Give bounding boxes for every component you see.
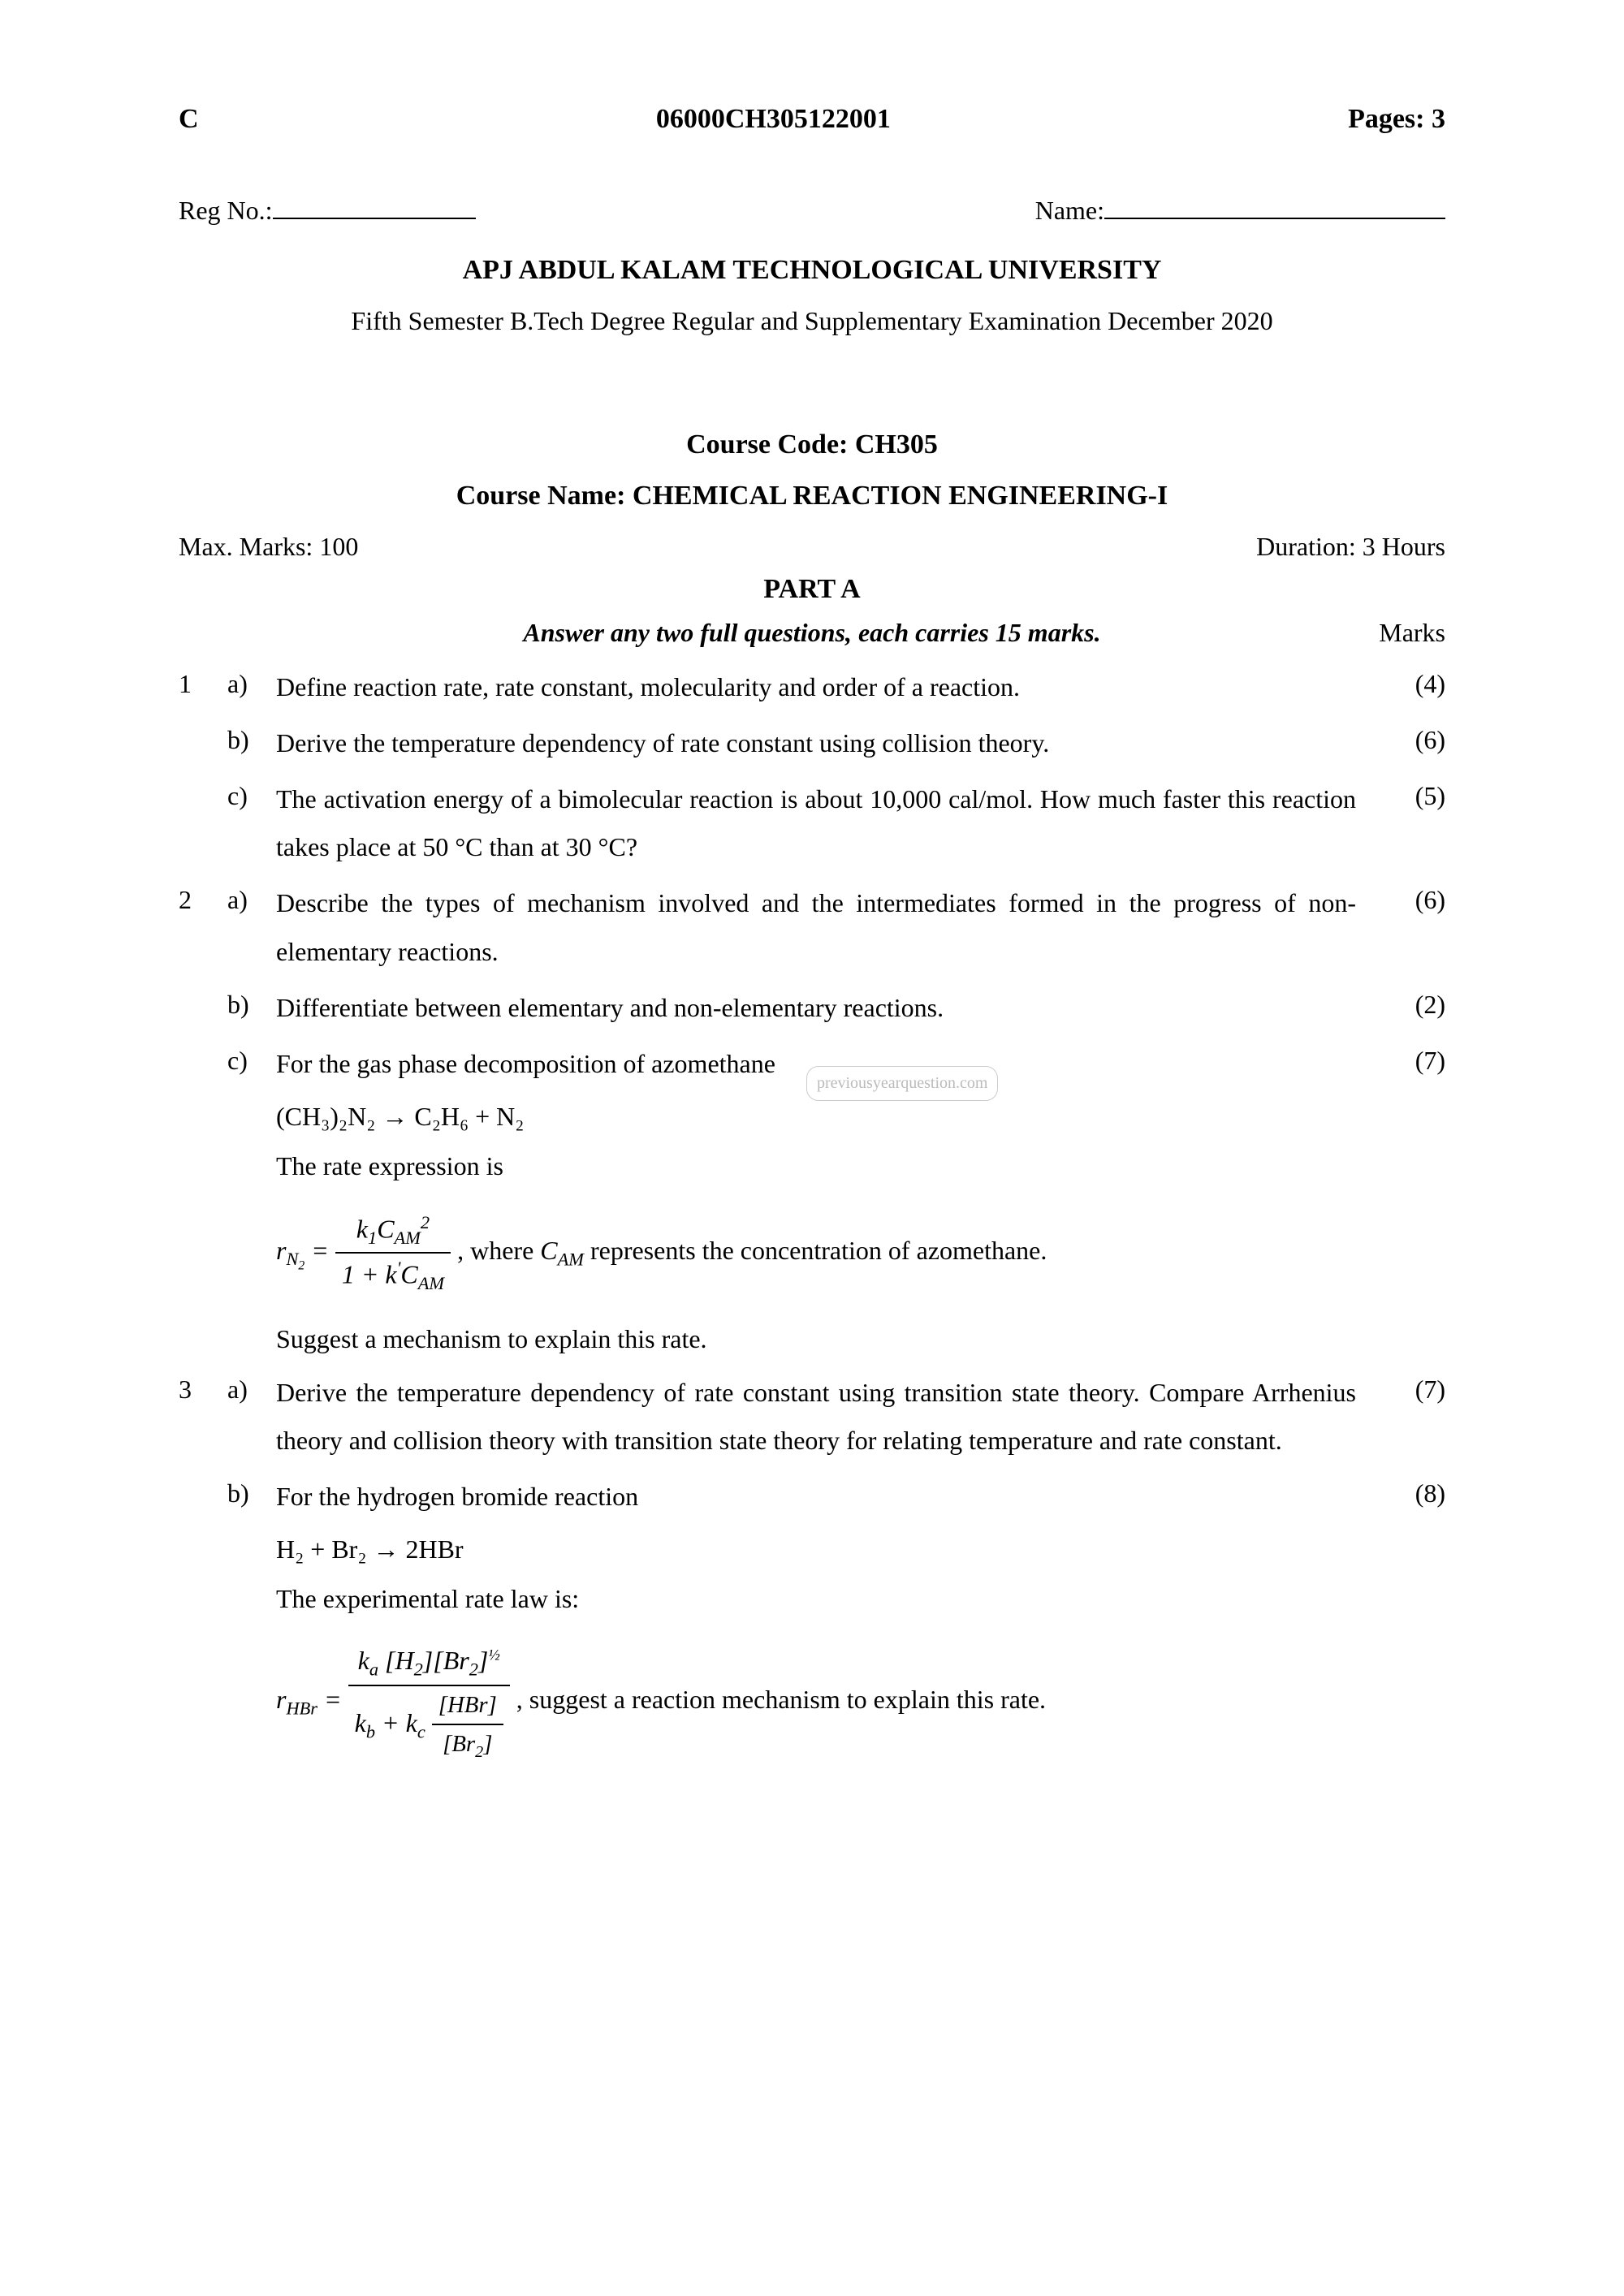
reg-name-row: Reg No.: Name:: [179, 190, 1445, 231]
question-row: 3 a) Derive the temperature dependency o…: [179, 1369, 1445, 1465]
q2c-numerator: k1CAM2: [335, 1208, 451, 1254]
header-pages: Pages: 3: [1348, 97, 1445, 141]
question-marks: (6): [1380, 879, 1445, 921]
marks-duration-row: Max. Marks: 100 Duration: 3 Hours: [179, 526, 1445, 568]
part-a-instruction: Answer any two full questions, each carr…: [260, 612, 1364, 654]
question-sub: b): [227, 719, 276, 761]
reg-no-label: Reg No.:: [179, 196, 273, 225]
question-text: Derive the temperature dependency of rat…: [276, 1369, 1380, 1465]
q2c-rate-text: The rate expression is: [276, 1146, 1445, 1187]
q3b-fraction: ka [H2][Br2]½ kb + kc [HBr][Br2]: [348, 1640, 510, 1764]
question-row: 2 a) Describe the types of mechanism inv…: [179, 879, 1445, 975]
reg-no-underline: [273, 218, 476, 219]
question-marks: (6): [1380, 719, 1445, 761]
question-row: b) Differentiate between elementary and …: [179, 984, 1445, 1032]
part-instruction-row: Answer any two full questions, each carr…: [179, 612, 1445, 654]
question-sub: b): [227, 1473, 276, 1514]
name-field: Name:: [1035, 190, 1445, 231]
q2c-intro: For the gas phase decomposition of azome…: [276, 1049, 775, 1078]
question-text: Derive the temperature dependency of rat…: [276, 719, 1380, 767]
q3b-equation: rHBr =: [276, 1685, 348, 1714]
page-header: C 06000CH305122001 Pages: 3: [179, 97, 1445, 141]
part-a-label: PART A: [179, 568, 1445, 611]
q2c-suggest: Suggest a mechanism to explain this rate…: [276, 1318, 1445, 1360]
question-number: 3: [179, 1369, 227, 1410]
question-sub: a): [227, 879, 276, 921]
question-row: b) Derive the temperature dependency of …: [179, 719, 1445, 767]
question-sub: c): [227, 1040, 276, 1081]
question-sub: b): [227, 984, 276, 1025]
question-text: The activation energy of a bimolecular r…: [276, 775, 1380, 871]
header-left: C: [179, 97, 199, 141]
exam-description: Fifth Semester B.Tech Degree Regular and…: [179, 300, 1445, 342]
q2c-reaction: (CH₃)₂N₂ → C₂H₆ + N₂: [276, 1096, 1445, 1137]
question-text: For the hydrogen bromide reaction: [276, 1473, 1380, 1521]
q2c-denominator: 1 + k'CAM: [335, 1254, 451, 1298]
question-row: 1 a) Define reaction rate, rate constant…: [179, 663, 1445, 711]
question-text: For the gas phase decomposition of azome…: [276, 1040, 1380, 1088]
header-code: 06000CH305122001: [656, 97, 891, 141]
q2c-equation-row: rN2 = k1CAM2 1 + k'CAM , where CAM repre…: [276, 1208, 1445, 1299]
question-marks: (5): [1380, 775, 1445, 817]
max-marks: Max. Marks: 100: [179, 526, 358, 568]
name-underline: [1104, 218, 1445, 219]
question-number: 1: [179, 663, 227, 705]
question-row: c) For the gas phase decomposition of az…: [179, 1040, 1445, 1088]
question-marks: (8): [1380, 1473, 1445, 1514]
question-sub: a): [227, 1369, 276, 1410]
q2c-where: , where: [457, 1236, 533, 1265]
duration: Duration: 3 Hours: [1256, 526, 1445, 568]
question-marks: (7): [1380, 1369, 1445, 1410]
q2c-equation: rN2 =: [276, 1236, 335, 1265]
question-marks: (7): [1380, 1040, 1445, 1081]
question-text: Define reaction rate, rate constant, mol…: [276, 663, 1380, 711]
q2c-cam: CAM: [540, 1236, 590, 1265]
reg-no-field: Reg No.:: [179, 190, 476, 231]
q3b-equation-row: rHBr = ka [H2][Br2]½ kb + kc [HBr][Br2] …: [276, 1640, 1445, 1764]
question-number: 2: [179, 879, 227, 921]
question-row: c) The activation energy of a bimolecula…: [179, 775, 1445, 871]
marks-header: Marks: [1364, 612, 1445, 654]
watermark: previousyearquestion.com: [806, 1066, 999, 1101]
q3b-rate-text: The experimental rate law is:: [276, 1578, 1445, 1620]
question-text: Differentiate between elementary and non…: [276, 984, 1380, 1032]
q3b-numerator: ka [H2][Br2]½: [348, 1640, 510, 1685]
question-marks: (2): [1380, 984, 1445, 1025]
q2c-fraction: k1CAM2 1 + k'CAM: [335, 1208, 451, 1299]
q3b-reaction: H₂ + Br₂ → 2HBr: [276, 1529, 1445, 1570]
question-sub: c): [227, 775, 276, 817]
name-label: Name:: [1035, 196, 1104, 225]
q3b-suggest: , suggest a reaction mechanism to explai…: [516, 1685, 1046, 1714]
question-row: b) For the hydrogen bromide reaction (8): [179, 1473, 1445, 1521]
q2c-cam-desc: represents the concentration of azometha…: [590, 1236, 1047, 1265]
question-sub: a): [227, 663, 276, 705]
university-name: APJ ABDUL KALAM TECHNOLOGICAL UNIVERSITY: [179, 248, 1445, 292]
question-text: Describe the types of mechanism involved…: [276, 879, 1380, 975]
q3b-denominator: kb + kc [HBr][Br2]: [348, 1686, 510, 1765]
course-code: Course Code: CH305: [179, 423, 1445, 467]
course-name: Course Name: CHEMICAL REACTION ENGINEERI…: [179, 474, 1445, 518]
question-marks: (4): [1380, 663, 1445, 705]
